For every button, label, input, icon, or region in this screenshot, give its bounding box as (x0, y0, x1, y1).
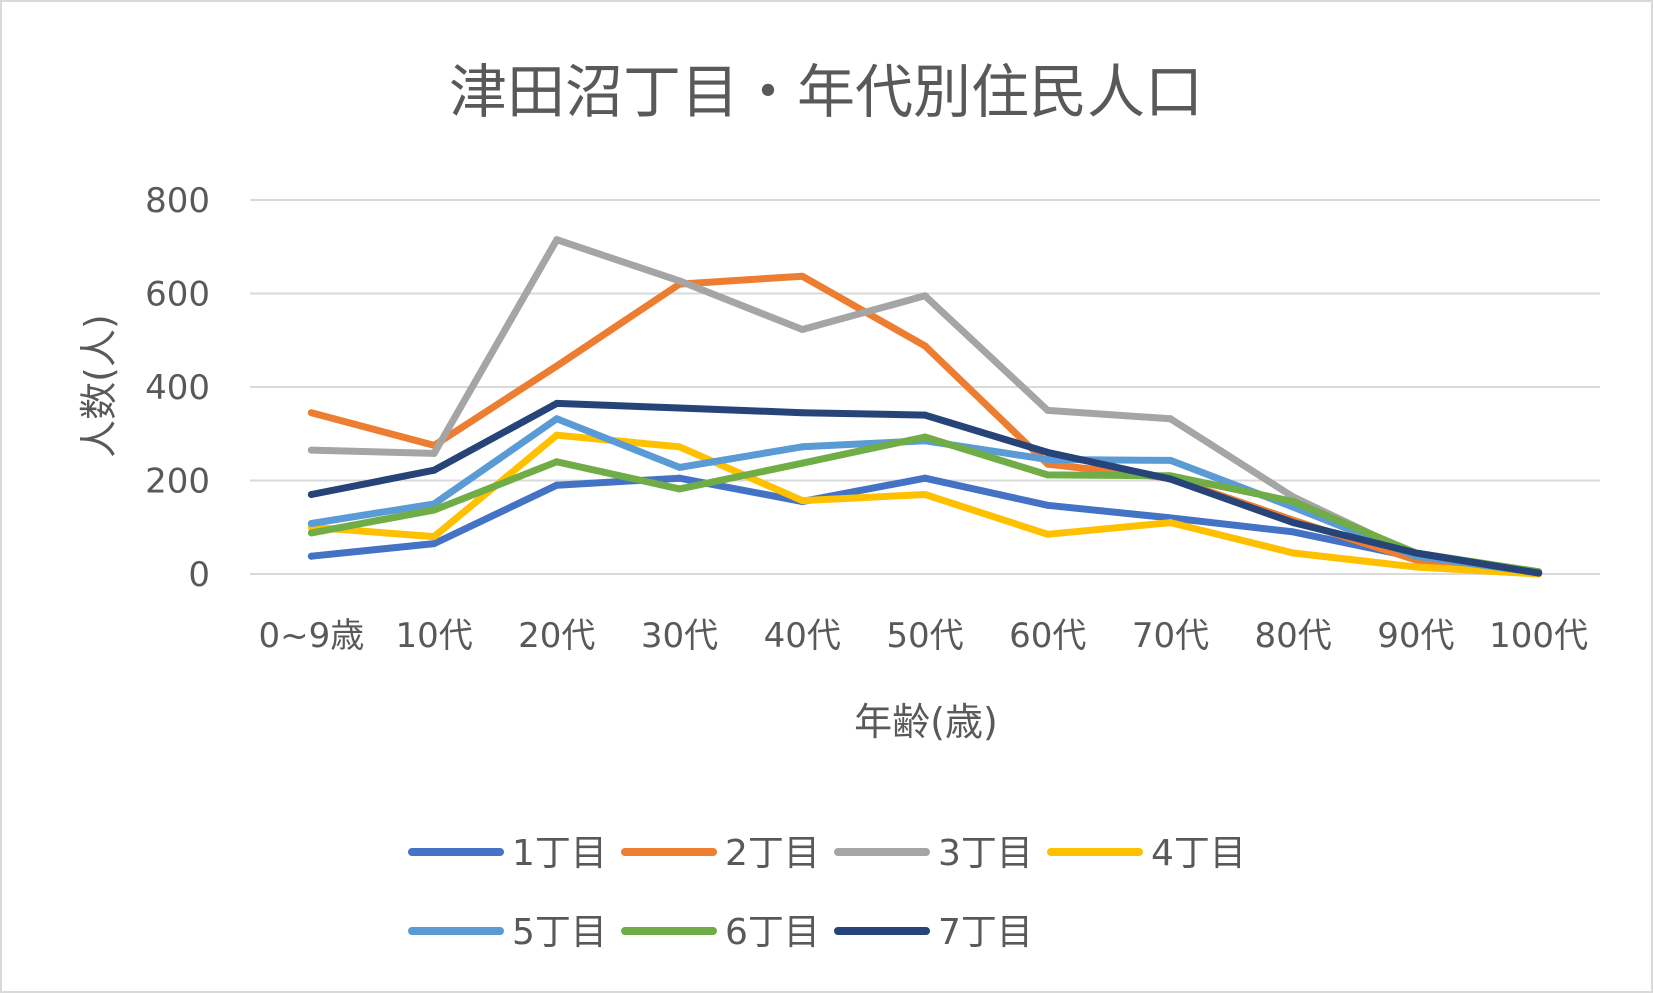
data-point (307, 409, 315, 417)
data-point (553, 399, 561, 407)
data-point (921, 433, 929, 441)
data-point (676, 404, 684, 412)
data-point (430, 449, 438, 457)
y-tick-label: 800 (145, 181, 210, 221)
data-point (921, 342, 929, 350)
data-point (1412, 549, 1420, 557)
legend-item: 6丁目 (621, 912, 820, 953)
legend-item: 5丁目 (408, 912, 607, 953)
chart-title: 津田沼丁目・年代別住民人口 (449, 58, 1203, 126)
y-tick-label: 0 (188, 555, 210, 595)
x-tick-label: 60代 (1009, 616, 1086, 656)
x-tick-label: 10代 (395, 616, 472, 656)
data-point (430, 506, 438, 514)
data-point (1412, 563, 1420, 571)
legend-item: 1丁目 (408, 833, 607, 874)
legend-item: 3丁目 (834, 833, 1033, 874)
data-point (307, 520, 315, 528)
data-point (430, 540, 438, 548)
data-point (676, 443, 684, 451)
data-point (1166, 475, 1174, 483)
data-point (1289, 528, 1297, 536)
legend-label: 7丁目 (938, 912, 1033, 953)
data-point (553, 458, 561, 466)
y-tick-label: 400 (145, 368, 210, 408)
data-point (553, 236, 561, 244)
data-point (430, 533, 438, 541)
data-point (921, 292, 929, 300)
x-tick-label: 30代 (641, 616, 718, 656)
data-point (798, 325, 806, 333)
data-point (553, 415, 561, 423)
data-point (676, 277, 684, 285)
data-point (307, 529, 315, 537)
data-point (676, 463, 684, 471)
data-point (430, 466, 438, 474)
data-point (1044, 530, 1052, 538)
y-axis-title: 人数(人) (77, 314, 121, 458)
data-point (1289, 549, 1297, 557)
data-point (798, 497, 806, 505)
x-tick-label: 70代 (1132, 616, 1209, 656)
data-point (921, 411, 929, 419)
y-axis-ticks: 0 200 400 600 800 (145, 181, 210, 595)
data-point (921, 491, 929, 499)
data-point (553, 362, 561, 370)
x-tick-label: 90代 (1377, 616, 1454, 656)
data-point (1044, 471, 1052, 479)
series-lines (307, 236, 1543, 578)
data-point (1044, 406, 1052, 414)
x-tick-label: 0~9歳 (258, 616, 364, 656)
data-point (1535, 569, 1543, 577)
data-point (676, 485, 684, 493)
data-point (798, 272, 806, 280)
data-point (553, 481, 561, 489)
x-tick-label: 20代 (518, 616, 595, 656)
data-point (676, 474, 684, 482)
x-tick-label: 100代 (1489, 616, 1588, 656)
series-4 (307, 431, 1543, 578)
legend-label: 6丁目 (725, 912, 820, 953)
legend-label: 5丁目 (512, 912, 607, 953)
legend-item: 2丁目 (621, 833, 820, 874)
legend-label: 1丁目 (512, 833, 607, 874)
data-point (1166, 415, 1174, 423)
y-tick-label: 200 (145, 462, 210, 502)
legend-item: 7丁目 (834, 912, 1033, 953)
legend-label: 4丁目 (1151, 833, 1246, 874)
data-point (1166, 456, 1174, 464)
data-point (307, 491, 315, 499)
series-7 (307, 399, 1543, 577)
data-point (1289, 498, 1297, 506)
legend-item: 4丁目 (1047, 833, 1246, 874)
data-point (798, 459, 806, 467)
data-point (921, 474, 929, 482)
x-tick-label: 40代 (764, 616, 841, 656)
legend: 1丁目 2丁目 3丁目 4丁目 5丁目 6丁目 7丁目 (408, 833, 1246, 953)
y-tick-label: 600 (145, 275, 210, 315)
data-point (307, 552, 315, 560)
data-point (1289, 519, 1297, 527)
data-point (798, 409, 806, 417)
data-point (1044, 455, 1052, 463)
data-point (798, 443, 806, 451)
data-point (553, 431, 561, 439)
data-point (307, 446, 315, 454)
x-tick-label: 50代 (886, 616, 963, 656)
legend-label: 2丁目 (725, 833, 820, 874)
legend-label: 3丁目 (938, 833, 1033, 874)
data-point (1166, 519, 1174, 527)
x-tick-label: 80代 (1255, 616, 1332, 656)
data-point (1044, 448, 1052, 456)
x-axis-ticks: 0~9歳 10代 20代 30代 40代 50代 60代 70代 80代 90代 100代 (258, 616, 1588, 656)
data-point (1044, 501, 1052, 509)
x-axis-title: 年齢(歳) (854, 700, 998, 744)
